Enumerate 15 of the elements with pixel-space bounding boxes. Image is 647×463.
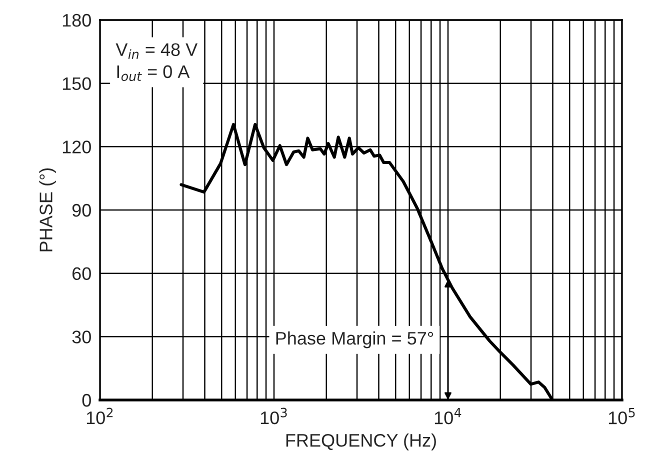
y-tick-label: 120 xyxy=(62,140,91,154)
x-tick-label: 10$^{2}$ xyxy=(86,408,113,424)
y-tick-label: 150 xyxy=(62,77,91,90)
y-tick-label: 180 xyxy=(62,14,91,27)
y-axis-title: PHASE (°) xyxy=(39,168,56,252)
y-tick-label: 60 xyxy=(72,267,91,280)
x-tick-label: 10$^{4}$ xyxy=(434,408,462,424)
text: V$_{in}$ = 48 V I$_{out}$ = 0 A xyxy=(116,43,198,82)
y-tick-label: 0 xyxy=(82,394,91,407)
annotation: Phase Margin = 57° xyxy=(276,331,434,348)
x-tick-label: 10$^{5}$ xyxy=(608,408,635,424)
x-tick-label: 10$^{3}$ xyxy=(260,408,287,424)
y-tick-label: 90 xyxy=(72,204,91,217)
x-axis-title: FREQUENCY (Hz) xyxy=(286,434,436,450)
y-tick-label: 30 xyxy=(72,330,91,344)
